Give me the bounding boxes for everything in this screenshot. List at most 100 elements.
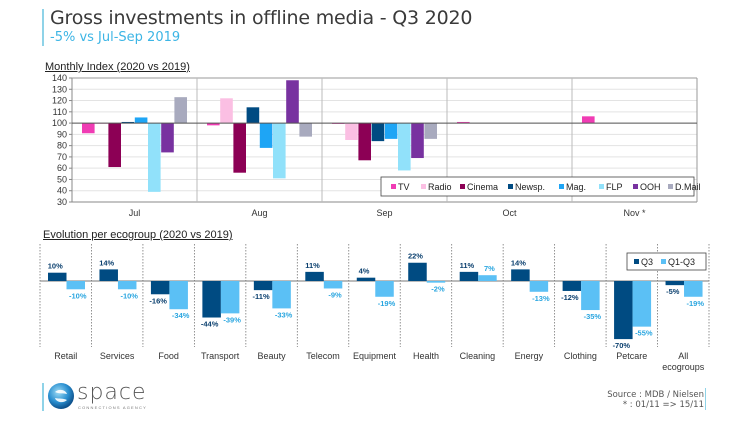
- legend-box: [626, 252, 707, 271]
- bar-mag: [259, 123, 273, 148]
- bar-dmail: [299, 123, 312, 137]
- data-label: -39%: [223, 315, 241, 324]
- data-label: -11%: [253, 292, 270, 301]
- bar-q3: [408, 262, 427, 281]
- data-label: -19%: [378, 299, 396, 308]
- bar-newsp: [121, 121, 135, 124]
- bar-q3: [459, 271, 479, 281]
- data-label: 4%: [359, 267, 370, 276]
- data-label: 14%: [99, 258, 114, 267]
- legend-label: TV: [398, 182, 410, 192]
- source-line-1: Source : MDB / Nielsen: [607, 390, 704, 400]
- legend-label: Q3: [641, 257, 653, 267]
- x-tick-label: Beauty: [258, 351, 287, 361]
- data-label: -12%: [561, 293, 579, 302]
- bar-radio: [345, 123, 358, 140]
- bar-q3: [665, 281, 685, 286]
- monthly-chart-title: Monthly Index (2020 vs 2019): [45, 61, 190, 73]
- data-label: -35%: [584, 312, 602, 321]
- x-tick-label: Services: [100, 351, 135, 361]
- bar-newsp: [371, 123, 385, 142]
- x-tick-label: Nov *: [623, 208, 646, 218]
- legend-box: [380, 176, 695, 197]
- data-label: -10%: [120, 291, 138, 300]
- data-label: -55%: [635, 329, 653, 338]
- bar-radio: [220, 98, 233, 124]
- bar-q1q3: [529, 281, 549, 292]
- data-label: -33%: [275, 310, 293, 319]
- bar-q3: [48, 272, 67, 281]
- bar-ooh: [161, 123, 174, 153]
- y-tick-label: 50: [57, 174, 67, 184]
- data-label: 10%: [48, 262, 63, 271]
- data-label: -34%: [172, 311, 190, 320]
- bar-q3: [202, 281, 221, 318]
- data-label: -2%: [431, 285, 445, 294]
- legend-swatch: [508, 184, 513, 189]
- page-title: Gross investments in offline media - Q3 …: [50, 7, 473, 29]
- bar-dmail: [424, 123, 437, 139]
- x-tick-label: All: [678, 351, 688, 361]
- bar-q1q3: [375, 281, 394, 297]
- bar-q3: [150, 281, 170, 295]
- bar-q1q3: [323, 281, 343, 289]
- x-tick-label: Transport: [201, 351, 240, 361]
- bar-cinema: [233, 123, 246, 173]
- bar-q1q3: [426, 281, 446, 283]
- data-label: -44%: [201, 320, 219, 329]
- y-tick-label: 100: [52, 118, 67, 128]
- legend-label: Radio: [428, 182, 452, 192]
- bar-flp: [398, 123, 411, 171]
- y-tick-label: 40: [57, 186, 67, 196]
- y-tick-label: 60: [57, 163, 67, 173]
- bar-q1q3: [272, 281, 291, 309]
- bar-tv: [207, 123, 220, 126]
- bar-cinema: [108, 123, 121, 168]
- legend-swatch: [634, 259, 639, 264]
- x-tick-label: Telecom: [306, 351, 340, 361]
- y-tick-label: 130: [52, 84, 67, 94]
- legend-label: Cinema: [467, 182, 498, 192]
- y-tick-label: 80: [57, 141, 67, 151]
- x-tick-label: Sep: [376, 208, 392, 218]
- legend-label: OOH: [640, 182, 661, 192]
- y-tick-label: 140: [52, 73, 67, 83]
- bar-ooh: [286, 80, 299, 124]
- data-label: 22%: [408, 252, 423, 261]
- bar-newsp: [246, 107, 260, 124]
- bar-q1q3: [581, 281, 600, 311]
- space-logo-icon: [48, 383, 74, 409]
- data-label: -10%: [69, 291, 87, 300]
- title-accent-bar: [42, 9, 44, 46]
- legend-swatch: [559, 184, 564, 189]
- data-label: 11%: [305, 261, 320, 270]
- bar-tv: [582, 116, 595, 124]
- y-tick-label: 90: [57, 129, 67, 139]
- legend-label: Mag.: [566, 182, 586, 192]
- bar-q1q3: [117, 281, 137, 290]
- bar-q1q3: [169, 281, 188, 310]
- logo-accent-bar: [42, 383, 44, 411]
- legend-label: FLP: [606, 182, 623, 192]
- bar-q3: [356, 277, 376, 281]
- bar-q3: [614, 281, 633, 340]
- bar-mag: [134, 117, 148, 124]
- logo-tagline: CONNECTIONS AGENCY: [78, 405, 147, 410]
- x-tick-label: Food: [158, 351, 179, 361]
- source-accent-bar: [705, 388, 706, 410]
- data-label: 11%: [460, 261, 475, 270]
- legend-label: Newsp.: [515, 182, 545, 192]
- legend-swatch: [633, 184, 638, 189]
- x-tick-label: Jul: [129, 208, 141, 218]
- data-label: -16%: [149, 296, 167, 305]
- x-tick-label: ecogroups: [662, 362, 705, 372]
- bar-cinema: [358, 123, 371, 161]
- x-tick-label: Oct: [502, 208, 517, 218]
- legend: TV Radio Cinema Newsp. Mag. FLP OOH D.Mail: [380, 176, 701, 197]
- legend-label: D.Mail: [675, 182, 701, 192]
- bar-tv: [457, 121, 470, 124]
- page-subtitle: -5% vs Jul-Sep 2019: [50, 30, 181, 45]
- source-line-2: * : 01/11 => 15/11: [622, 400, 704, 410]
- data-label: 14%: [511, 258, 526, 267]
